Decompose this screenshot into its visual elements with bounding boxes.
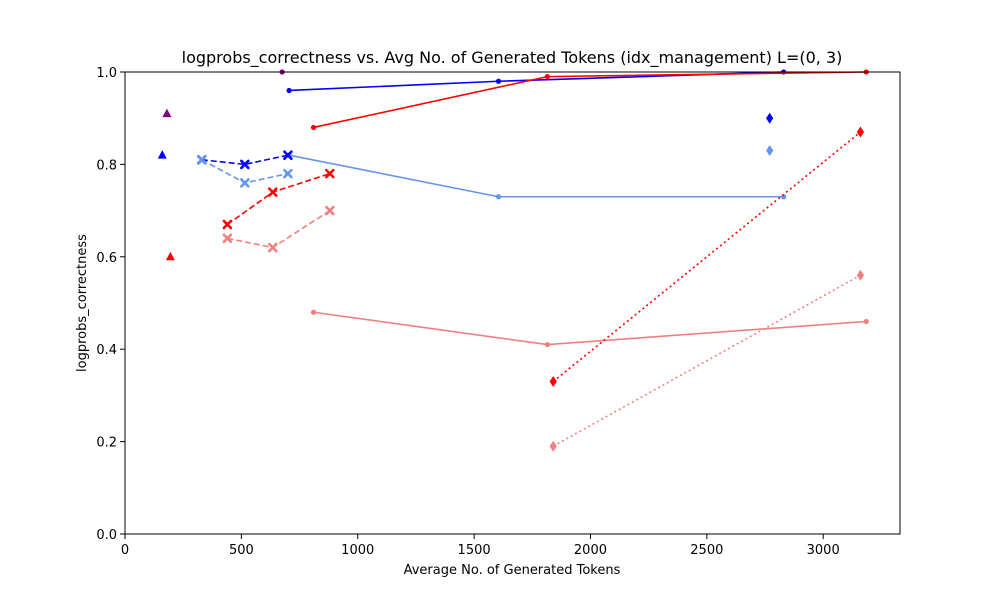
series-line <box>201 154 289 166</box>
data-point <box>286 87 292 94</box>
data-point <box>197 154 207 165</box>
data-point <box>162 108 172 118</box>
data-point <box>766 112 774 124</box>
data-point <box>544 341 551 348</box>
data-point <box>267 242 278 253</box>
data-point <box>310 124 317 131</box>
y-axis-label: logprobs_correctness <box>75 234 90 372</box>
x-tick-label: 2500 <box>690 543 723 558</box>
y-tick-label: 0.2 <box>96 436 117 451</box>
series-layer <box>157 69 869 452</box>
y-tick-label: 0.4 <box>96 343 117 358</box>
data-point <box>222 219 233 230</box>
data-point <box>766 145 774 157</box>
axes-layer: 0 500 1000 1500 2000 2500 3000 0.0 0.2 0.4 0.6 0.8 1… <box>96 66 839 558</box>
series-10 <box>766 112 774 124</box>
series-5 <box>197 154 293 188</box>
data-point <box>325 168 335 179</box>
x-tick-label: 3000 <box>807 543 840 558</box>
series-9 <box>549 269 865 452</box>
data-point <box>240 159 250 170</box>
data-point <box>222 233 233 244</box>
plot-frame <box>124 71 901 535</box>
y-tick-label: 0.8 <box>96 158 117 173</box>
data-point <box>267 187 278 197</box>
series-8 <box>549 126 865 388</box>
x-tick-label: 1500 <box>458 543 491 558</box>
x-tick-label: 1000 <box>341 543 374 558</box>
data-point <box>544 74 551 80</box>
x-tick-label: 0 <box>121 543 129 558</box>
data-point <box>549 376 557 388</box>
x-axis-label: Average No. of Generated Tokens <box>404 563 621 578</box>
series-line <box>552 131 861 383</box>
data-point <box>549 440 557 452</box>
y-tick-label: 0.6 <box>96 251 117 266</box>
y-tick-label: 1.0 <box>96 66 117 81</box>
x-tick-label: 500 <box>229 543 254 558</box>
data-point <box>283 168 293 179</box>
series-13 <box>162 108 172 118</box>
plot-area <box>125 72 900 534</box>
series-1 <box>310 69 869 131</box>
data-point <box>495 194 502 200</box>
data-point <box>157 150 167 159</box>
data-point <box>325 205 335 216</box>
series-7 <box>222 205 335 253</box>
data-point <box>856 269 865 281</box>
series-3 <box>310 309 869 348</box>
data-point <box>863 318 869 325</box>
data-point <box>495 78 502 84</box>
series-line <box>552 274 861 447</box>
x-tick-label: 2000 <box>574 543 607 558</box>
chart-title: logprobs_correctness vs. Avg No. of Gene… <box>182 48 843 68</box>
series-11 <box>766 145 774 157</box>
data-point <box>310 309 317 315</box>
series-6 <box>222 168 335 230</box>
series-14 <box>165 251 175 261</box>
data-point <box>240 178 250 188</box>
y-tick-label: 0.0 <box>96 528 117 543</box>
series-12 <box>157 150 167 159</box>
data-point <box>856 126 865 138</box>
data-point <box>165 251 175 261</box>
data-point <box>283 150 293 160</box>
